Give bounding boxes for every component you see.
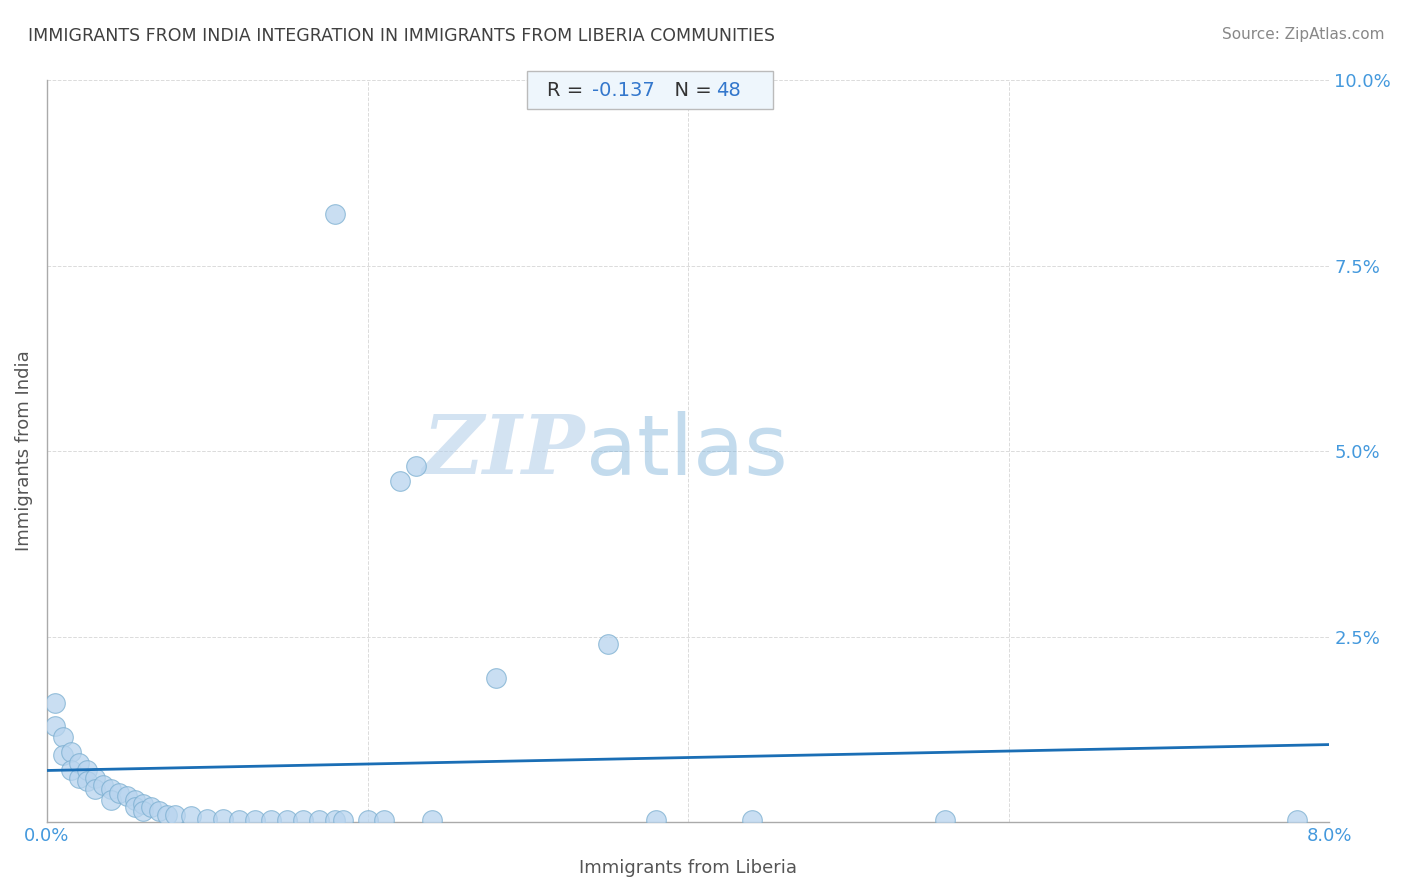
Point [741,813,763,827]
Point [325,813,347,827]
Point [139,800,162,814]
Point [420,813,443,827]
Point [356,813,378,827]
Point [245,813,267,827]
Point [115,789,138,804]
Point [59,764,82,778]
Point [934,813,956,827]
Point [388,474,411,488]
Point [292,813,315,827]
Point [308,813,330,827]
Point [67,771,90,785]
Point [100,793,122,807]
Point [132,797,155,811]
X-axis label: Immigrants from Liberia: Immigrants from Liberia [579,859,797,877]
Point [332,813,354,827]
Point [485,671,508,685]
Text: ZIP: ZIP [423,411,585,491]
Point [156,807,179,822]
Point [59,745,82,759]
Point [84,771,107,785]
Text: atlas: atlas [585,410,787,491]
Point [84,781,107,796]
Text: N =: N = [662,80,718,100]
Point [100,781,122,796]
Point [165,807,187,822]
Point [124,793,146,807]
Text: 48: 48 [716,80,741,100]
Text: R =: R = [547,80,589,100]
Text: IMMIGRANTS FROM INDIA INTEGRATION IN IMMIGRANTS FROM LIBERIA COMMUNITIES: IMMIGRANTS FROM INDIA INTEGRATION IN IMM… [28,27,775,45]
Point [108,786,131,800]
Point [91,778,114,792]
Point [52,730,75,744]
Point [212,812,235,826]
Point [132,804,155,818]
Point [325,206,347,220]
Point [195,812,218,826]
Point [260,813,283,827]
Point [1286,813,1309,827]
Point [67,756,90,770]
Point [180,809,202,823]
Point [76,764,98,778]
Text: -0.137: -0.137 [592,80,655,100]
Point [596,637,619,651]
Point [52,748,75,763]
Point [148,804,170,818]
Point [228,813,250,827]
Point [276,813,298,827]
Point [124,800,146,814]
Y-axis label: Immigrants from India: Immigrants from India [15,351,32,551]
Text: Source: ZipAtlas.com: Source: ZipAtlas.com [1222,27,1385,42]
Point [373,813,395,827]
Point [44,697,66,711]
Point [645,813,668,827]
Point [405,458,427,473]
Point [76,774,98,789]
Point [44,719,66,733]
